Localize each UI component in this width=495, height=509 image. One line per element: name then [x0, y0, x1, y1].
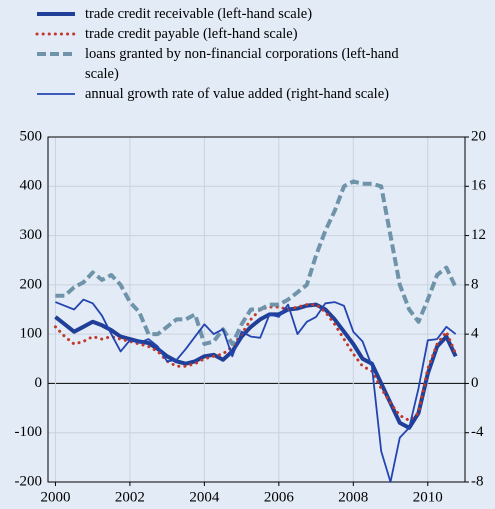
series-line — [53, 303, 458, 422]
legend-swatch — [37, 93, 75, 95]
y-tick-label: 200 — [20, 276, 43, 292]
y-tick-label: -200 — [15, 473, 43, 489]
x-tick-label: 2002 — [115, 489, 145, 505]
y2-tick-label: 16 — [471, 178, 487, 194]
legend-item: annual growth rate of value added (right… — [35, 84, 405, 104]
legend-swatch — [37, 52, 75, 56]
y2-tick-label: -8 — [471, 473, 484, 489]
legend-label: annual growth rate of value added (right… — [85, 86, 389, 102]
y2-tick-label: -4 — [471, 424, 484, 440]
legend-item: loans granted by non-financial corporati… — [35, 44, 405, 84]
legend-item: trade credit receivable (left-hand scale… — [35, 4, 405, 24]
y2-tick-label: 8 — [471, 276, 479, 292]
y-tick-label: 400 — [20, 178, 43, 194]
y-tick-label: 300 — [20, 227, 43, 243]
plot-frame — [47, 136, 466, 483]
series-line — [55, 179, 458, 346]
legend-label: trade credit payable (left-hand scale) — [85, 26, 298, 42]
y-tick-label: 0 — [35, 375, 43, 391]
series-line — [55, 298, 457, 483]
legend-label: trade credit receivable (left-hand scale… — [85, 6, 313, 22]
x-tick-label: 2006 — [264, 489, 295, 505]
y-tick-label: 500 — [20, 128, 43, 144]
y-tick-label: -100 — [15, 424, 43, 440]
x-tick-label: 2000 — [40, 489, 70, 505]
series-line — [54, 302, 458, 430]
legend-swatch — [37, 12, 75, 16]
legend-item: trade credit payable (left-hand scale) — [35, 24, 405, 44]
y2-tick-label: 0 — [471, 375, 479, 391]
legend-swatch — [35, 32, 77, 36]
x-tick-label: 2010 — [413, 489, 443, 505]
y2-tick-label: 20 — [471, 128, 486, 144]
legend-label: loans granted by non-financial corporati… — [85, 46, 399, 82]
legend: trade credit receivable (left-hand scale… — [35, 4, 405, 104]
y2-tick-label: 4 — [471, 326, 479, 342]
x-tick-label: 2004 — [189, 489, 220, 505]
x-tick-label: 2008 — [338, 489, 368, 505]
y-tick-label: 100 — [20, 326, 43, 342]
y2-tick-label: 12 — [471, 227, 486, 243]
